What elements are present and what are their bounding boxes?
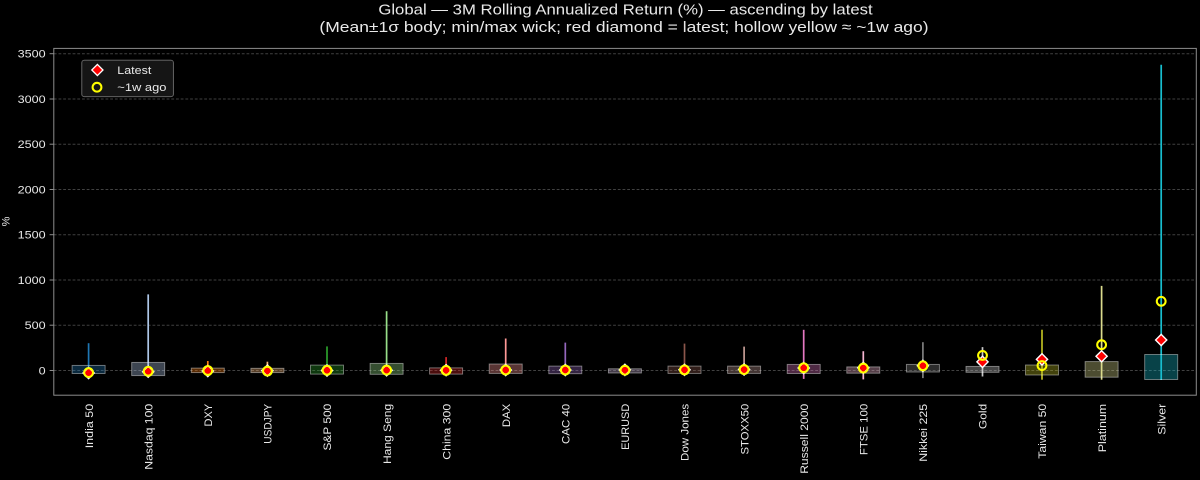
svg-text:%: % (1, 216, 13, 226)
svg-text:China 300: China 300 (441, 404, 453, 460)
svg-text:3500: 3500 (18, 49, 46, 61)
svg-text:Latest: Latest (117, 65, 151, 77)
svg-text:DXY: DXY (203, 403, 215, 426)
svg-text:Nasdaq 100: Nasdaq 100 (143, 404, 155, 470)
svg-text:Nikkei 225: Nikkei 225 (918, 404, 930, 462)
svg-text:USDJPY: USDJPY (263, 403, 275, 444)
svg-text:Silver: Silver (1156, 403, 1168, 434)
svg-text:India 50: India 50 (84, 404, 96, 449)
svg-text:~1w ago: ~1w ago (117, 82, 166, 94)
svg-text:2000: 2000 (18, 184, 46, 196)
svg-text:DAX: DAX (501, 403, 513, 427)
svg-text:Dow Jones: Dow Jones (680, 403, 692, 461)
svg-text:Russell 2000: Russell 2000 (799, 404, 811, 474)
svg-text:1000: 1000 (18, 275, 46, 287)
svg-text:Hang Seng: Hang Seng (382, 404, 394, 464)
svg-text:Global — 3M Rolling Annualized: Global — 3M Rolling Annualized Return (%… (378, 1, 873, 18)
svg-text:EURUSD: EURUSD (620, 404, 632, 450)
svg-text:1500: 1500 (18, 230, 46, 242)
svg-text:CAC 40: CAC 40 (561, 404, 573, 444)
svg-text:2500: 2500 (18, 139, 46, 151)
svg-text:FTSE 100: FTSE 100 (859, 404, 871, 455)
svg-text:Taiwan 50: Taiwan 50 (1037, 404, 1049, 459)
svg-text:500: 500 (25, 320, 46, 332)
svg-text:0: 0 (39, 365, 46, 377)
svg-text:S&P 500: S&P 500 (322, 404, 334, 451)
svg-text:3000: 3000 (18, 94, 46, 106)
svg-text:Platinum: Platinum (1097, 404, 1109, 453)
svg-text:Gold: Gold (978, 404, 990, 429)
svg-text:STOXX50: STOXX50 (739, 404, 751, 455)
svg-text:(Mean±1σ body; min/max wick; r: (Mean±1σ body; min/max wick; red diamond… (319, 19, 928, 36)
